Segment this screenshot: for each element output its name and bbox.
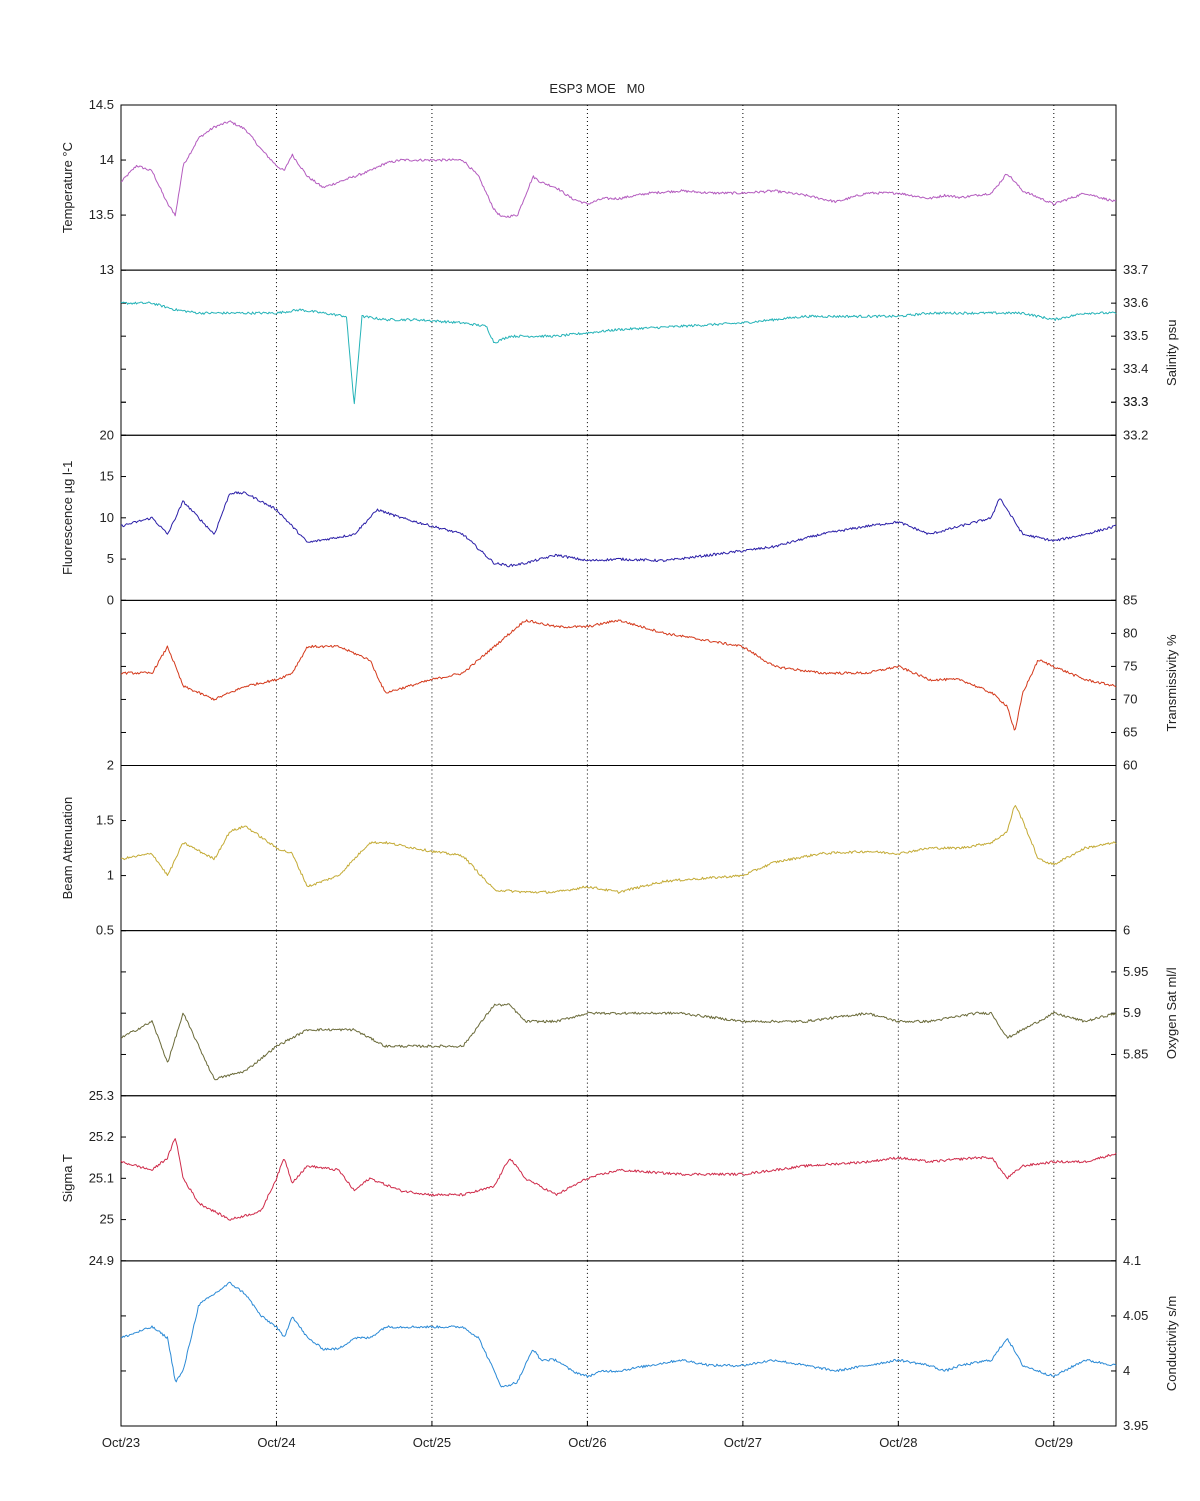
x-tick-label: Oct/23: [102, 1435, 140, 1450]
y-tick-label: 75: [1123, 658, 1137, 673]
series-line-temperature: [120, 120, 1117, 218]
panel-oxygen_sat: 5.85 5.9 5.95 6 Oxygen Sat ml/l: [120, 923, 1179, 1097]
y-tick-label: 5: [107, 551, 114, 566]
x-tick-label: Oct/24: [257, 1435, 295, 1450]
y-tick-label: 25.1: [89, 1170, 114, 1185]
series-line-conductivity: [120, 1281, 1117, 1388]
y-tick-label: 25.3: [89, 1088, 114, 1103]
y-tick-label: 3.95: [1123, 1418, 1148, 1433]
y-tick-label: 5.85: [1123, 1046, 1148, 1061]
y-tick-label: 24.9: [89, 1253, 114, 1268]
y-tick-label: 2: [107, 758, 114, 773]
y-tick-label: 4: [1123, 1363, 1130, 1378]
y-tick-label: 70: [1123, 691, 1137, 706]
y-axis-label: Transmissivity %: [1164, 634, 1179, 731]
y-tick-label: 33.5: [1123, 328, 1148, 343]
y-tick-label: 33.6: [1123, 295, 1148, 310]
y-axis-label: Temperature °C: [60, 142, 75, 233]
series-line-fluorescence: [120, 491, 1117, 568]
y-tick-label: 33.3: [1123, 394, 1148, 409]
y-tick-label: 33.3: [1123, 394, 1148, 409]
y-tick-label: 25.2: [89, 1129, 114, 1144]
y-tick-label: 4.05: [1123, 1308, 1148, 1323]
panel-frame: [120, 765, 1117, 932]
y-axis-label: Salinity psu: [1164, 319, 1179, 385]
panel-frame: [120, 104, 1117, 271]
series-line-sigma_t: [120, 1138, 1117, 1221]
panel-frame: [120, 269, 1117, 436]
x-tick-label: Oct/27: [724, 1435, 762, 1450]
y-axis-label: Oxygen Sat ml/l: [1164, 967, 1179, 1059]
panel-sigma_t: 24.9 25 25.1 25.2 25.3 Sigma T: [60, 1088, 1117, 1268]
y-tick-label: 80: [1123, 625, 1137, 640]
y-tick-label: 4.1: [1123, 1253, 1141, 1268]
y-axis-label: Beam Attenuation: [60, 797, 75, 900]
series-line-beam_attenuation: [120, 805, 1117, 894]
y-tick-label: 1: [107, 868, 114, 883]
x-tick-label: Oct/28: [879, 1435, 917, 1450]
x-tick-label: Oct/25: [413, 1435, 451, 1450]
y-axis-label: Fluorescence µg l-1: [60, 461, 75, 575]
y-tick-label: 33.4: [1123, 361, 1148, 376]
y-tick-label: 10: [100, 510, 114, 525]
y-tick-label: 1.5: [96, 813, 114, 828]
y-axis-label: Conductivity s/m: [1164, 1296, 1179, 1391]
y-tick-label: 33.2: [1123, 427, 1148, 442]
y-tick-label: 85: [1123, 592, 1137, 607]
y-tick-label: 13: [100, 262, 114, 277]
panel-transmissivity: 60 65 70 75 80 85 Transmissivity %: [120, 592, 1179, 773]
y-tick-label: 15: [100, 469, 114, 484]
y-tick-label: 5.95: [1123, 964, 1148, 979]
x-axis: Oct/23 Oct/24 Oct/25 Oct/26 Oct/27 Oct/28 Oct/…: [102, 1421, 1073, 1450]
y-tick-label: 33.7: [1123, 262, 1148, 277]
x-tick-label: Oct/26: [568, 1435, 606, 1450]
x-tick-label: Oct/29: [1035, 1435, 1073, 1450]
y-tick-label: 0.5: [96, 923, 114, 938]
y-tick-label: 0: [107, 592, 114, 607]
panel-frame: [120, 1260, 1117, 1427]
panel-temperature: 13 13.5 14 14.5 Temperature °C: [60, 97, 1117, 277]
panel-conductivity: 3.95 4 4.05 4.1 Conductivity s/m: [120, 1253, 1179, 1433]
y-tick-label: 20: [100, 427, 114, 442]
y-tick-label: 14: [100, 152, 114, 167]
panel-beam_attenuation: 0.5 1 1.5 2 Beam Attenuation: [60, 758, 1117, 938]
chart-title: ESP3 MOE M0: [549, 81, 644, 96]
y-tick-label: 60: [1123, 758, 1137, 773]
y-tick-label: 65: [1123, 724, 1137, 739]
y-tick-label: 13.5: [89, 207, 114, 222]
panel-fluorescence: 0 5 10 15 20 Fluorescence µg l-1: [60, 427, 1117, 607]
panel-frame: [120, 1095, 1117, 1262]
y-tick-label: 6: [1123, 923, 1130, 938]
y-tick-label: 25: [100, 1212, 114, 1227]
series-line-oxygen_sat: [120, 1003, 1117, 1081]
series-line-transmissivity: [120, 619, 1117, 731]
series-line-salinity: [120, 301, 1117, 405]
y-tick-label: 14.5: [89, 97, 114, 112]
y-axis-label: Sigma T: [60, 1154, 75, 1202]
y-tick-label: 5.9: [1123, 1005, 1141, 1020]
panel-frame: [120, 434, 1117, 601]
